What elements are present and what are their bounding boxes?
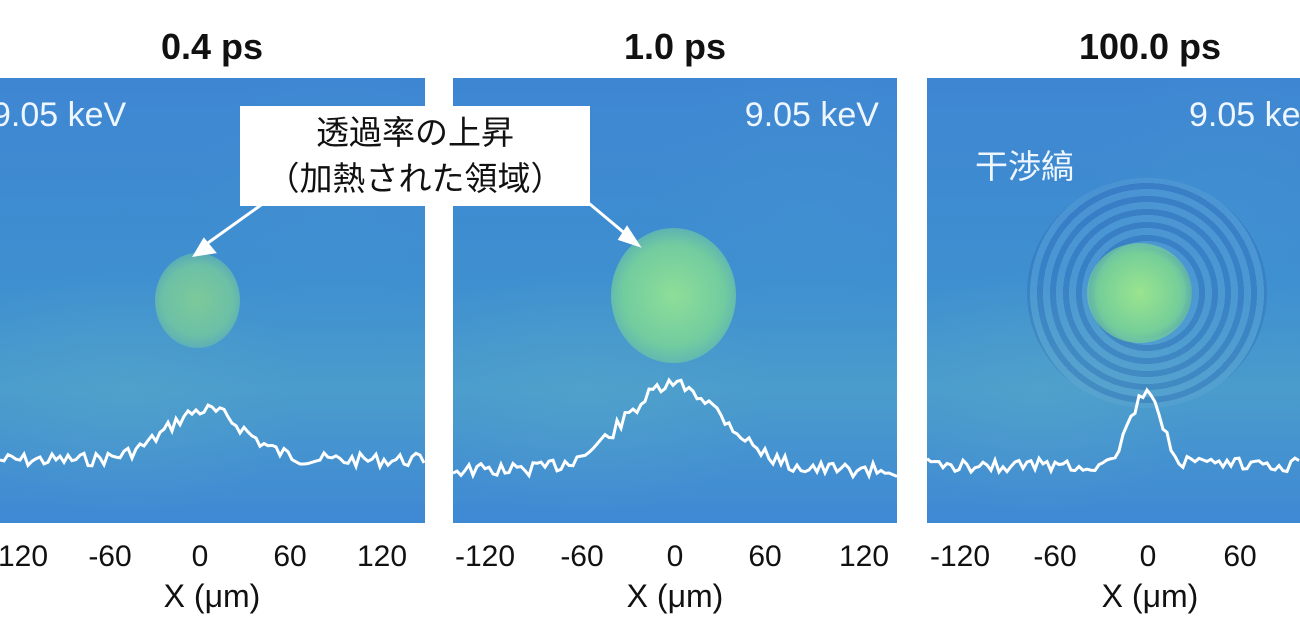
x-tick: 0 <box>666 540 684 573</box>
x-tick: -120 <box>929 540 991 573</box>
x-tick: 120 <box>838 540 890 573</box>
intensity-profile-0p4ps <box>0 403 425 471</box>
heated-region <box>611 228 736 363</box>
x-tick: -60 <box>560 540 604 573</box>
energy-label: 9.05 keV <box>0 96 127 134</box>
arrow-to-0p4ps <box>192 198 269 257</box>
panel-title-2: 100.0 ps <box>1078 26 1222 67</box>
x-axis-label: X (μm) <box>626 578 724 614</box>
x-tick: 60 <box>748 540 782 573</box>
arrow-to-1p0ps <box>584 198 642 248</box>
panel-title-0: 0.4 ps <box>160 26 264 67</box>
energy-label: 9.05 keV <box>744 96 879 134</box>
x-tick: -60 <box>88 540 132 573</box>
fringe-label: 干渉縞 <box>975 148 1074 185</box>
x-tick: 120 <box>356 540 408 573</box>
x-tick: 0 <box>1139 540 1157 573</box>
x-axis-label: X (μm) <box>163 578 261 614</box>
image-panel-100ps: 9.05 keV 干渉縞 <box>927 78 1300 523</box>
x-tick: 0 <box>191 540 209 573</box>
x-tick: 60 <box>273 540 307 573</box>
x-tick: -120 <box>454 540 516 573</box>
x-axis-label: X (μm) <box>1101 578 1199 614</box>
intensity-profile-100ps <box>927 387 1300 476</box>
x-tick: -60 <box>1033 540 1077 573</box>
heated-region <box>155 253 240 348</box>
callout-line-2: （加熱された領域） <box>266 160 564 197</box>
energy-label: 9.05 keV <box>1189 96 1300 134</box>
x-tick: -120 <box>0 540 49 573</box>
heated-region <box>1087 243 1192 343</box>
panel-title-1: 1.0 ps <box>623 26 727 67</box>
callout-line-1: 透過率の上昇 <box>316 114 514 151</box>
callout-box: 透過率の上昇 （加熱された領域） <box>240 106 590 206</box>
intensity-profile-1p0ps <box>453 377 897 480</box>
x-tick: 60 <box>1223 540 1257 573</box>
